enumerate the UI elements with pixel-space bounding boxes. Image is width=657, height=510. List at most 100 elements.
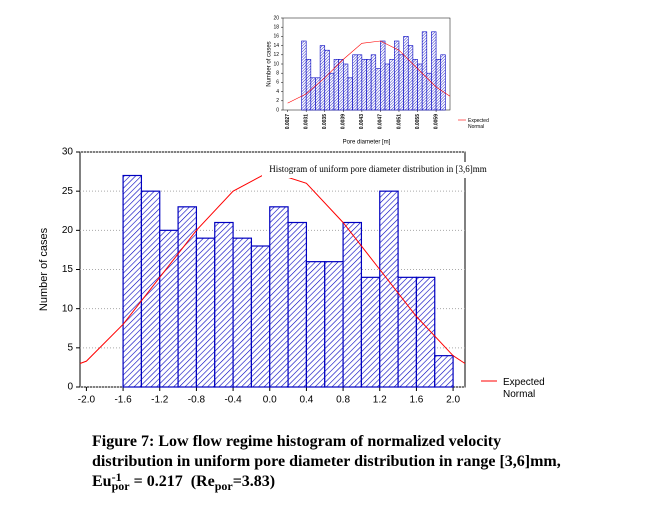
- bar: [122, 174, 143, 388]
- bar: [214, 221, 234, 388]
- bar: [375, 68, 381, 111]
- bar: [412, 59, 418, 111]
- y-tick-label: 0: [67, 382, 73, 393]
- bar: [407, 45, 414, 111]
- caption-text: Figure 7: Low flow regime histogram of n…: [92, 433, 502, 450]
- x-axis-label: Pore diameter [m]: [343, 140, 391, 146]
- bar: [305, 261, 326, 388]
- y-tick-label: 25: [62, 186, 74, 197]
- bar: [394, 40, 400, 111]
- y-tick-label: 20: [62, 225, 74, 236]
- bar: [338, 59, 344, 111]
- y-tick-label: 30: [62, 147, 74, 158]
- bar: [319, 45, 326, 111]
- bar: [397, 276, 418, 388]
- bar: [287, 221, 308, 388]
- bar: [342, 221, 363, 388]
- x-tick-label: 0.0059: [433, 114, 439, 130]
- y-tick-label: 20: [273, 15, 279, 21]
- bar: [440, 54, 446, 111]
- x-tick-label: -1.2: [151, 395, 169, 406]
- bar: [159, 229, 179, 388]
- y-tick-label: 12: [273, 52, 279, 58]
- y-axis-label: Number of cases: [267, 41, 273, 86]
- bar: [352, 54, 358, 111]
- x-tick-label: 0.0047: [378, 114, 384, 130]
- bar: [398, 54, 404, 111]
- bar: [434, 355, 454, 388]
- chart-title: Histogram of uniform pore diameter distr…: [269, 164, 486, 174]
- bar: [366, 59, 372, 111]
- bar: [361, 59, 367, 111]
- x-tick-label: -0.4: [224, 395, 242, 406]
- x-tick-label: -2.0: [78, 395, 96, 406]
- bar: [347, 77, 353, 111]
- x-tick-label: 0.0027: [285, 114, 291, 130]
- caption-sup: -1: [111, 470, 122, 484]
- x-tick-label: 0.0035: [322, 114, 328, 130]
- x-tick-label: -0.8: [188, 395, 206, 406]
- normal-curve: [287, 40, 451, 104]
- y-tick-label: 10: [62, 303, 74, 314]
- bar: [431, 31, 437, 111]
- caption-text: =3.83): [232, 473, 276, 490]
- bar: [415, 276, 436, 388]
- y-tick-label: 15: [62, 264, 74, 275]
- y-tick-label: 0: [276, 107, 279, 113]
- legend-label: Expected Normal: [503, 377, 545, 400]
- x-tick-label: 0.0: [263, 395, 277, 406]
- x-tick-label: 1.6: [409, 395, 423, 406]
- y-tick-label: 6: [276, 80, 279, 86]
- caption-text: distribution in uniform pore diameter di…: [92, 453, 561, 470]
- bar: [421, 31, 428, 111]
- y-tick-label: 8: [276, 71, 279, 77]
- bar: [301, 40, 307, 111]
- x-tick-label: 0.0051: [396, 114, 402, 130]
- bar: [360, 276, 381, 388]
- bar: [403, 36, 409, 111]
- x-tick-label: 0.4: [299, 395, 313, 406]
- x-tick-label: 1.2: [373, 395, 387, 406]
- bar: [370, 54, 377, 111]
- x-tick-label: 0.0043: [359, 114, 365, 130]
- bar: [324, 261, 344, 388]
- y-tick-label: 4: [276, 89, 279, 95]
- bar: [250, 245, 271, 388]
- x-tick-label: 0.0031: [304, 114, 310, 130]
- bar: [356, 54, 363, 111]
- bar: [343, 63, 349, 111]
- bar: [333, 59, 339, 111]
- y-tick-label: 14: [273, 43, 279, 49]
- bar: [305, 59, 312, 111]
- title-background: [262, 162, 494, 178]
- x-tick-label: 0.8: [336, 395, 350, 406]
- bar: [232, 237, 253, 388]
- legend-label: Expected Normal: [468, 118, 489, 130]
- bar: [435, 59, 442, 111]
- x-tick-label: 0.0039: [341, 114, 347, 130]
- bar: [389, 59, 395, 111]
- caption-text: = 0.217 (Re: [129, 473, 215, 490]
- bar: [269, 206, 289, 388]
- caption-text: Eu: [92, 473, 112, 490]
- y-tick-label: 10: [273, 61, 279, 67]
- caption: Figure 7: Low flow regime histogram of n…: [92, 432, 561, 496]
- x-tick-label: 2.0: [446, 395, 460, 406]
- bar: [324, 49, 330, 111]
- bar: [195, 237, 216, 388]
- y-tick-label: 16: [273, 34, 279, 40]
- bar: [384, 63, 390, 111]
- bar: [380, 40, 386, 111]
- y-tick-label: 18: [273, 25, 279, 31]
- bar: [329, 72, 335, 111]
- y-tick-label: 5: [67, 342, 73, 353]
- x-tick-label: 0.0055: [415, 114, 421, 130]
- bar: [310, 77, 316, 111]
- caption-sub: por: [214, 479, 233, 494]
- y-tick-label: 2: [276, 98, 279, 104]
- x-tick-label: -1.6: [114, 395, 132, 406]
- caption-sub: por: [111, 479, 130, 494]
- y-axis-label: Number of cases: [38, 227, 50, 311]
